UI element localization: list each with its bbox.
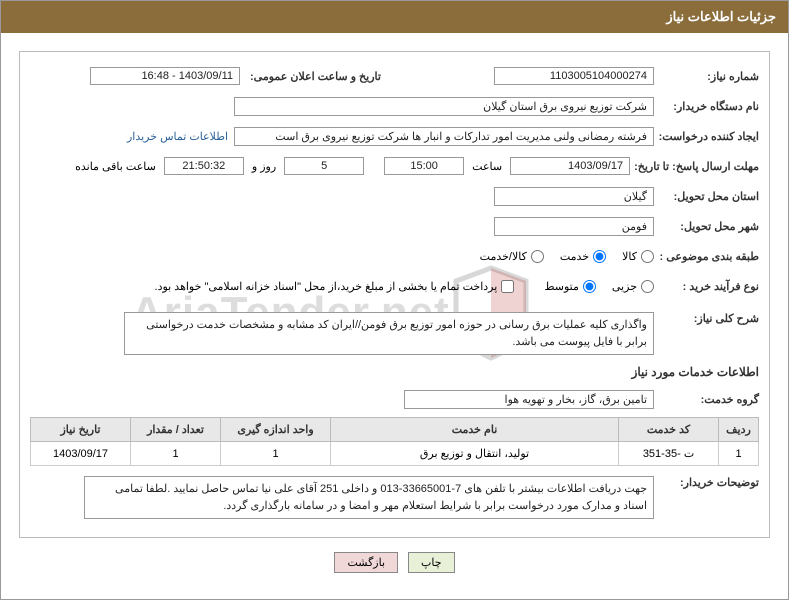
cat-service-radio[interactable]: خدمت [560, 250, 606, 263]
deadline-label: مهلت ارسال پاسخ: تا تاریخ: [630, 160, 759, 173]
th-code: کد خدمت [619, 418, 719, 442]
city-value: فومن [494, 217, 654, 236]
buyer-org-value: شرکت توزیع نیروی برق استان گیلان [234, 97, 654, 116]
province-label: استان محل تحویل: [654, 190, 759, 203]
purchase-type-radio-group: جزیی متوسط [544, 280, 654, 293]
form-box: شماره نیاز: 1103005104000274 تاریخ و ساع… [19, 51, 770, 538]
page-title: جزئیات اطلاعات نیاز [666, 9, 776, 24]
notes-value: جهت دریافت اطلاعات بیشتر با تلفن های 7-3… [84, 476, 654, 519]
days-remain-value: 5 [284, 157, 364, 175]
service-group-value: تامین برق، گاز، بخار و تهویه هوا [404, 390, 654, 409]
cell-name: تولید، انتقال و توزیع برق [331, 442, 619, 466]
th-qty: تعداد / مقدار [131, 418, 221, 442]
back-button[interactable]: بازگشت [334, 552, 398, 573]
buyer-org-label: نام دستگاه خریدار: [654, 100, 759, 113]
need-number-value: 1103005104000274 [494, 67, 654, 85]
type-medium-radio[interactable]: متوسط [544, 280, 596, 293]
deadline-time-value: 15:00 [384, 157, 464, 175]
type-minor-radio[interactable]: جزیی [612, 280, 654, 293]
deadline-date-value: 1403/09/17 [510, 157, 630, 175]
print-button[interactable]: چاپ [408, 552, 455, 573]
days-and-label: روز و [252, 160, 276, 173]
notes-label: توضیحات خریدار: [654, 476, 759, 489]
th-date: تاریخ نیاز [31, 418, 131, 442]
remain-label: ساعت باقی مانده [75, 160, 156, 173]
city-label: شهر محل تحویل: [654, 220, 759, 233]
services-section-title: اطلاعات خدمات مورد نیاز [30, 365, 759, 379]
th-row: ردیف [719, 418, 759, 442]
announce-date-value: 1403/09/11 - 16:48 [90, 67, 240, 85]
treasury-checkbox[interactable]: پرداخت تمام یا بخشی از مبلغ خرید،از محل … [155, 280, 515, 293]
services-table: ردیف کد خدمت نام خدمت واحد اندازه گیری ت… [30, 417, 759, 466]
page-header: جزئیات اطلاعات نیاز [1, 1, 788, 33]
category-label: طبقه بندی موضوعی : [654, 250, 759, 263]
cell-qty: 1 [131, 442, 221, 466]
cell-code: ت -35-351 [619, 442, 719, 466]
table-row: 1 ت -35-351 تولید، انتقال و توزیع برق 1 … [31, 442, 759, 466]
requester-value: فرشته رمضانی ولنی مدیریت امور تدارکات و … [234, 127, 654, 146]
button-bar: چاپ بازگشت [19, 538, 770, 581]
service-group-label: گروه خدمت: [654, 393, 759, 406]
time-remain-value: 21:50:32 [164, 157, 244, 175]
requester-label: ایجاد کننده درخواست: [654, 130, 759, 143]
category-radio-group: کالا خدمت کالا/خدمت [480, 250, 654, 263]
content-area: AriaTender.net شماره نیاز: 1103005104000… [1, 33, 788, 599]
announce-date-label: تاریخ و ساعت اعلان عمومی: [246, 70, 381, 83]
cell-unit: 1 [221, 442, 331, 466]
cell-date: 1403/09/17 [31, 442, 131, 466]
time-label: ساعت [472, 160, 502, 173]
th-name: نام خدمت [331, 418, 619, 442]
need-number-label: شماره نیاز: [654, 70, 759, 83]
th-unit: واحد اندازه گیری [221, 418, 331, 442]
contact-link[interactable]: اطلاعات تماس خریدار [127, 130, 228, 143]
main-container: جزئیات اطلاعات نیاز AriaTender.net شماره… [0, 0, 789, 600]
purchase-type-label: نوع فرآیند خرید : [654, 280, 759, 293]
summary-label: شرح کلی نیاز: [654, 312, 759, 325]
summary-value: واگذاری کلیه عملیات برق رسانی در حوزه ام… [124, 312, 654, 355]
cell-row: 1 [719, 442, 759, 466]
cat-goods-service-radio[interactable]: کالا/خدمت [480, 250, 544, 263]
cat-goods-radio[interactable]: کالا [622, 250, 654, 263]
province-value: گیلان [494, 187, 654, 206]
